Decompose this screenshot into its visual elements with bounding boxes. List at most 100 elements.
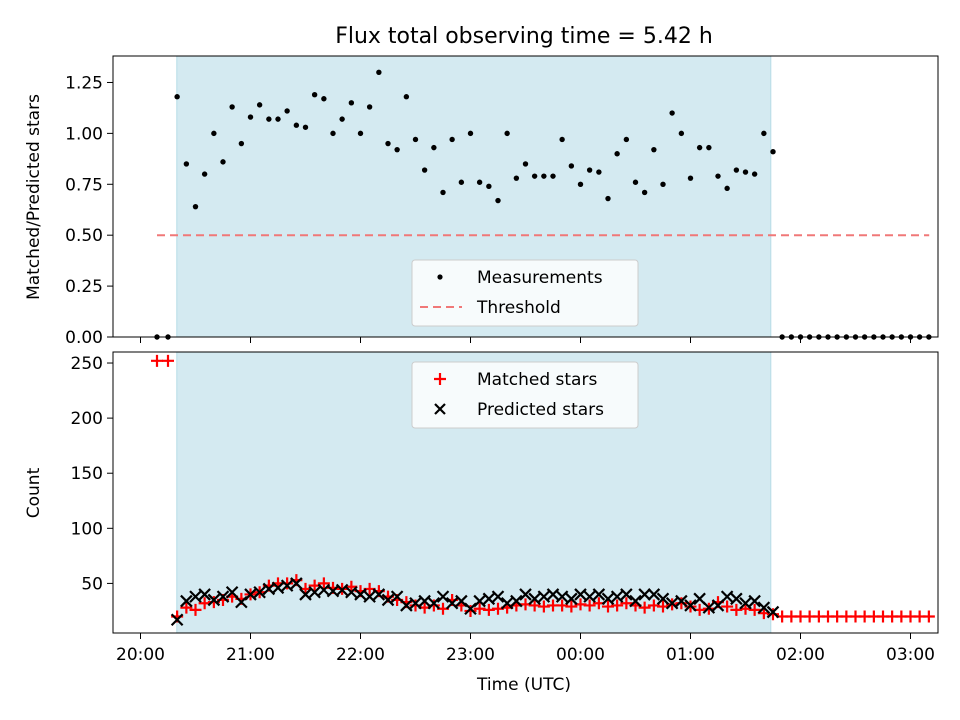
matched-star-point xyxy=(620,597,633,610)
matched-star-point xyxy=(537,600,550,613)
predicted-star-point xyxy=(592,588,606,601)
measurement-point xyxy=(550,173,556,179)
matched-star-point xyxy=(721,600,734,613)
predicted-star-point xyxy=(629,594,642,608)
predicted-star-point xyxy=(510,594,523,608)
predicted-star-point xyxy=(583,590,596,603)
matched-star-point xyxy=(189,603,202,616)
matched-star-point xyxy=(647,599,660,612)
measurement-point xyxy=(486,183,492,190)
predicted-star-point xyxy=(482,592,496,606)
measurement-point xyxy=(706,144,712,151)
measurement-point xyxy=(330,130,336,137)
predicted-star-point xyxy=(684,599,697,612)
predicted-star-point xyxy=(372,588,386,601)
y-tick-label: 150 xyxy=(71,464,103,484)
measurement-point xyxy=(541,173,547,179)
matched-star-point xyxy=(565,600,578,613)
predicted-star-point xyxy=(720,590,734,603)
measurement-point xyxy=(761,130,767,137)
x-tick-label: 03:00 xyxy=(886,645,935,665)
matched-star-point xyxy=(638,601,651,614)
matched-star-point xyxy=(162,354,174,367)
y-tick-label: 50 xyxy=(81,574,103,594)
measurement-point xyxy=(394,146,400,153)
measurement-point xyxy=(366,104,373,110)
predicted-star-point xyxy=(189,590,202,603)
predicted-star-point xyxy=(528,592,541,606)
predicted-star-point xyxy=(244,588,257,601)
measurement-point xyxy=(247,114,254,120)
matched-star-point xyxy=(922,610,935,623)
measurement-point xyxy=(220,159,226,165)
y-tick-label: 0.75 xyxy=(65,175,103,195)
predicted-star-point xyxy=(207,593,221,607)
y-tick-label: 200 xyxy=(71,409,103,429)
measurement-point xyxy=(385,140,391,147)
measurement-point xyxy=(632,179,639,185)
predicted-star-point xyxy=(473,594,486,608)
predicted-star-point xyxy=(675,594,688,608)
predicted-star-point xyxy=(766,605,780,619)
predicted-star-point xyxy=(216,590,230,603)
x-tick-label: 21:00 xyxy=(226,645,275,665)
measurements-legend-label: Measurements xyxy=(477,268,603,288)
predicted-legend-label: Predicted stars xyxy=(477,400,604,420)
predicted-star-point xyxy=(354,588,367,601)
matched-legend-marker xyxy=(434,373,446,385)
measurement-point xyxy=(174,94,180,100)
predicted-star-point xyxy=(565,592,578,606)
predicted-star-point xyxy=(427,596,441,610)
measurements-legend-marker xyxy=(437,274,443,280)
bottom-panel-frame xyxy=(112,351,939,634)
measurement-point xyxy=(229,104,235,110)
matched-star-point xyxy=(583,599,596,612)
measurement-point xyxy=(513,175,520,181)
predicted-star-point xyxy=(730,592,743,606)
predicted-star-point xyxy=(574,588,587,601)
predicted-star-point xyxy=(748,594,761,608)
measurement-point xyxy=(275,116,281,122)
predicted-star-point xyxy=(555,590,569,603)
measurement-point xyxy=(596,169,602,175)
matched-star-point xyxy=(748,603,761,616)
measurement-point xyxy=(614,151,620,157)
predicted-star-point xyxy=(665,596,679,610)
measurement-point xyxy=(724,185,730,192)
measurement-point xyxy=(348,100,355,106)
top-legend-box xyxy=(411,259,639,327)
matched-star-point xyxy=(528,599,541,612)
measurement-point xyxy=(770,149,776,155)
measurement-point xyxy=(311,91,318,98)
matched-star-point xyxy=(657,600,669,613)
matched-star-point xyxy=(730,603,743,616)
measurement-point xyxy=(458,179,465,185)
y-tick-label: 250 xyxy=(71,354,103,374)
predicted-star-point xyxy=(290,577,303,590)
predicted-star-point xyxy=(519,588,532,601)
predicted-star-point xyxy=(601,592,615,606)
measurement-point xyxy=(577,181,584,187)
measurement-point xyxy=(522,161,529,167)
predicted-star-point xyxy=(271,581,285,595)
predicted-star-point xyxy=(491,590,505,603)
predicted-star-point xyxy=(546,588,560,601)
measurement-point xyxy=(211,130,217,137)
bottom-panel: 50 100 150 200 250 20:00 21:00 22:00 23:00 00:00 0… xyxy=(24,351,939,695)
y-tick-label: 0.50 xyxy=(65,226,103,246)
predicted-star-point xyxy=(656,592,670,606)
matched-star-point xyxy=(151,354,163,367)
predicted-star-point xyxy=(400,599,413,612)
measurement-point xyxy=(357,130,364,137)
measurement-point xyxy=(623,136,630,143)
predicted-star-point xyxy=(610,590,624,603)
predicted-star-point xyxy=(170,613,184,627)
measurement-point xyxy=(651,146,657,153)
x-tick-label: 00:00 xyxy=(556,645,605,665)
matched-star-point xyxy=(482,603,495,616)
measurement-point xyxy=(412,136,419,143)
measurement-point xyxy=(376,69,382,75)
predicted-star-point xyxy=(198,588,211,601)
bottom-legend-box xyxy=(411,361,639,429)
